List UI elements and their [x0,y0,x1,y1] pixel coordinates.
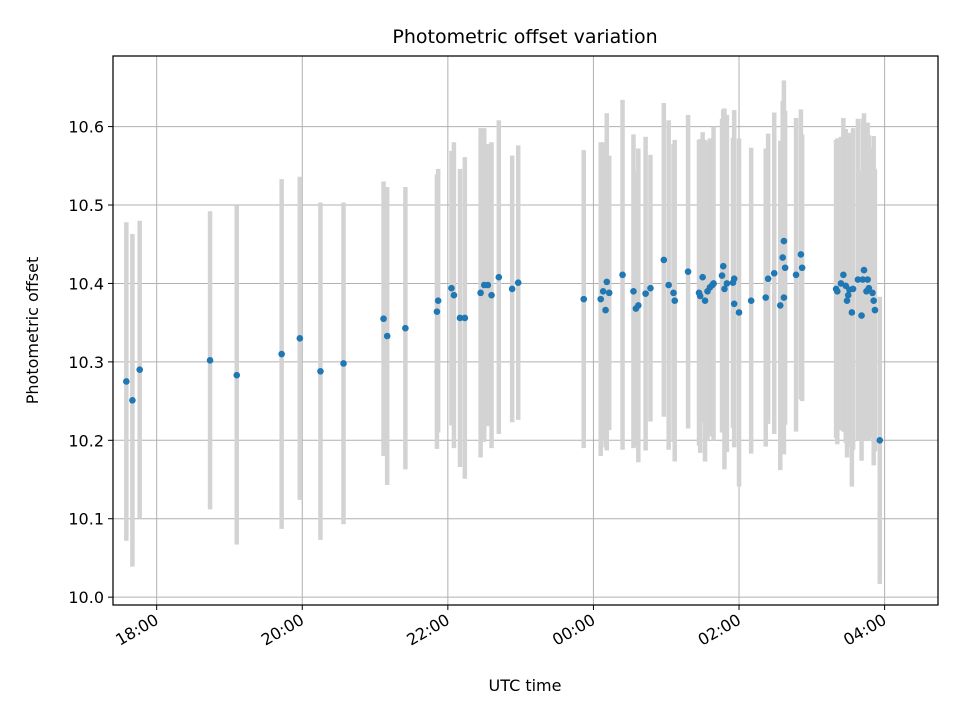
data-point [484,281,492,289]
data-point [780,294,788,301]
data-point [670,289,677,297]
data-point [635,302,642,309]
data-point [710,280,717,287]
data-point [630,287,637,295]
data-point [317,367,324,375]
data-point [597,295,605,303]
data-point [798,264,806,272]
data-point [730,275,738,283]
data-point [721,285,728,293]
data-point [129,397,136,404]
data-point [684,268,692,275]
data-point [402,324,409,332]
y-tick-label: 10.4 [68,274,104,293]
data-point [860,266,868,274]
data-point [723,280,731,287]
data-point [858,312,865,319]
data-point [854,276,862,283]
data-point [869,289,876,297]
data-point [843,297,851,304]
data-point [699,273,706,281]
data-point [779,254,787,261]
data-point [780,237,788,245]
data-point [602,306,609,314]
data-point [735,309,743,316]
data-point [461,314,469,322]
data-point [701,297,709,304]
data-point [340,360,347,367]
data-point [864,276,871,283]
data-point [792,271,800,279]
data-point [619,271,626,279]
data-point [296,335,304,342]
y-tick-label: 10.1 [68,510,104,529]
grid [113,56,938,605]
data-point [383,332,391,340]
y-tick-label: 10.0 [68,588,104,607]
data-point [642,290,649,297]
data-point [603,278,611,286]
data-point [865,284,873,292]
data-points [123,237,884,444]
y-tick-label: 10.2 [68,431,104,450]
data-point [495,273,503,281]
y-tick-label: 10.6 [68,118,104,137]
data-point [849,285,857,293]
plot-frame [112,55,939,606]
data-point [776,302,784,309]
y-axis-label: Photometric offset [23,257,42,405]
data-point [730,300,738,308]
data-point [647,284,654,292]
data-point [840,271,847,279]
data-point [718,272,726,279]
data-point [764,275,772,283]
data-point [671,297,679,304]
data-point [696,292,704,300]
data-point [797,251,805,258]
data-point [844,291,852,299]
data-point [434,297,442,304]
data-point [762,294,770,301]
data-point [450,291,458,299]
data-point [206,357,214,364]
data-point [781,264,789,272]
data-point [770,269,778,277]
data-point [477,289,484,297]
x-axis-label: UTC time [489,676,562,695]
data-point [665,281,672,289]
data-point [278,350,285,358]
data-point [599,287,607,295]
data-point [848,309,856,316]
chart-title: Photometric offset variation [392,26,657,48]
y-tick-label: 10.3 [68,353,104,372]
data-point [660,256,668,264]
data-point [488,291,495,299]
data-point [747,297,755,304]
data-point [448,284,455,292]
data-point [605,289,613,297]
data-point [580,295,588,303]
data-point [876,437,884,444]
data-point [136,366,143,374]
data-point [508,285,516,293]
data-point [233,371,241,379]
data-point [380,315,387,323]
data-point [456,314,464,322]
data-point [871,306,879,314]
y-tick-label: 10.5 [68,196,104,215]
data-point [123,378,130,385]
data-point [870,297,877,304]
data-point [514,279,522,286]
data-point [719,262,727,270]
data-point [859,276,867,283]
data-point [834,287,841,295]
data-point [433,308,441,315]
